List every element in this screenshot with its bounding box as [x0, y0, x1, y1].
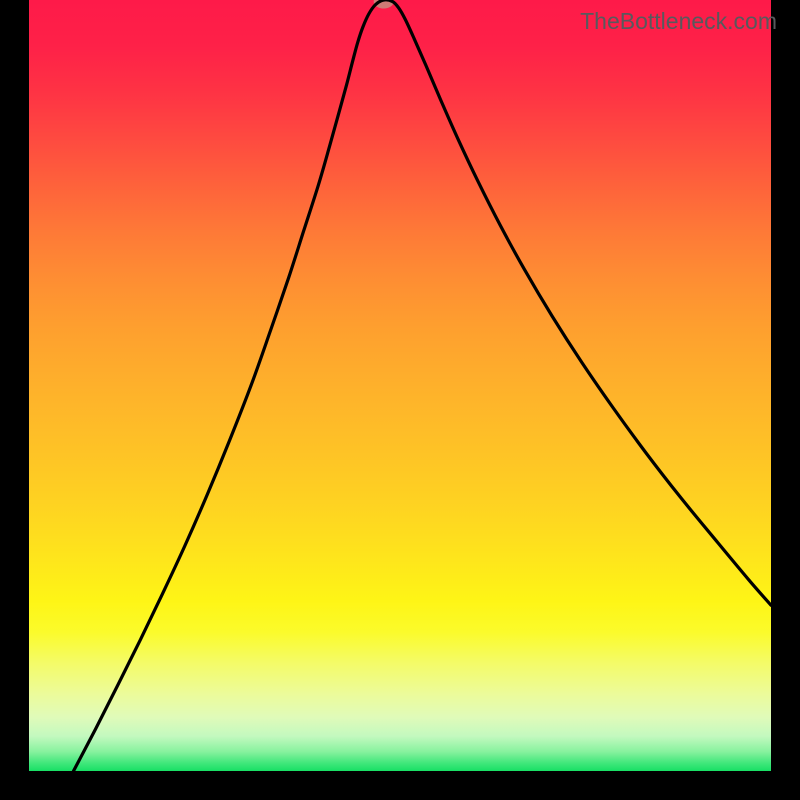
watermark-text: TheBottleneck.com	[580, 8, 777, 35]
bottleneck-curve	[74, 0, 771, 771]
plot-area	[29, 0, 771, 771]
chart-root: { "watermark": { "text": "TheBottleneck.…	[0, 0, 800, 800]
curve-layer	[29, 0, 771, 771]
